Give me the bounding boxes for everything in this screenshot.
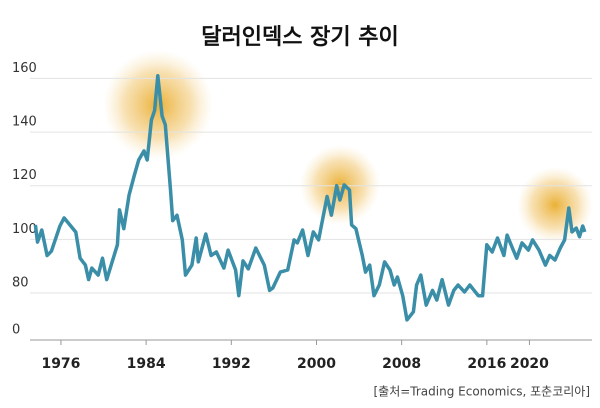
x-tick-label: 2008 — [382, 356, 421, 372]
highlight — [103, 50, 213, 160]
y-tick-label: 100 — [12, 222, 37, 237]
chart-title: 달러인덱스 장기 추이 — [201, 25, 398, 50]
x-tick-label: 1992 — [212, 356, 251, 372]
y-tick-label: 120 — [12, 168, 37, 183]
x-tick-label: 1976 — [41, 356, 80, 372]
x-tick-label: 2000 — [297, 356, 336, 372]
data-line — [33, 73, 587, 322]
y-tick-label: 0 — [12, 323, 20, 338]
x-tick-label: 1984 — [127, 356, 166, 372]
y-tick-label: 160 — [12, 61, 37, 76]
x-tick-label: 2020 — [510, 356, 549, 372]
source: [출처=Trading Economics, 포춘코리아] — [373, 385, 590, 399]
highlight — [300, 145, 380, 225]
y-tick-label: 140 — [12, 115, 37, 130]
y-tick-label: 80 — [12, 276, 29, 291]
x-tick-label: 2016 — [467, 356, 506, 372]
